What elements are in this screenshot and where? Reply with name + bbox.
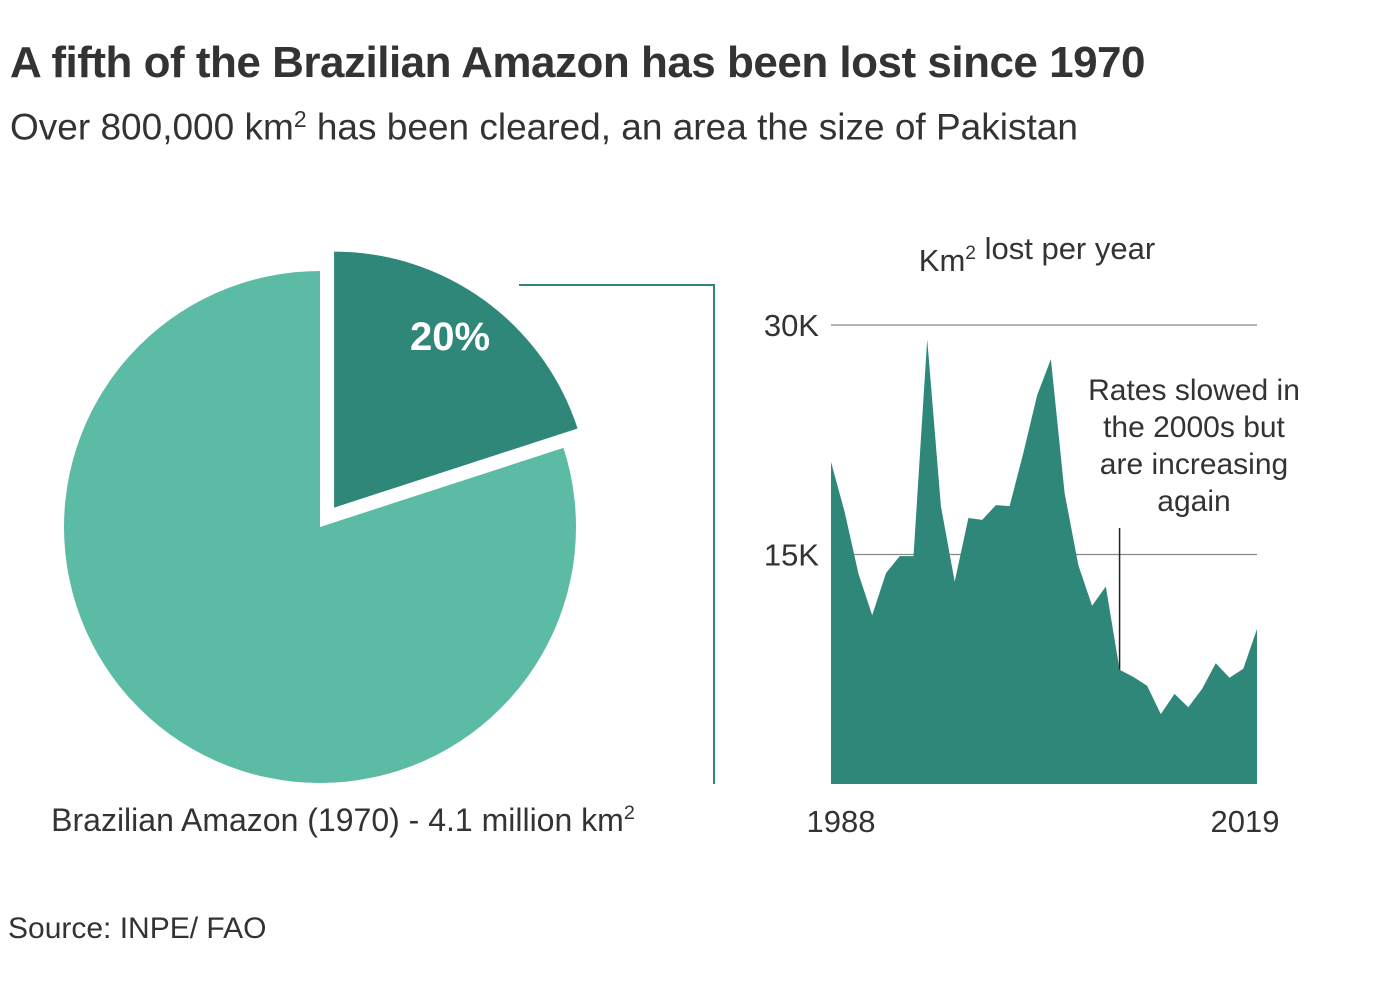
y-tick-label: 15K	[764, 538, 819, 573]
x-axis-ticks: 1988 2019	[807, 804, 1280, 839]
area-series-lost-per-year	[831, 339, 1257, 784]
area-chart: Km2 lost per year 15K 30K 1988 2019 Rates …	[764, 231, 1300, 839]
x-tick-label: 1988	[807, 804, 876, 839]
annotation-line-text: again	[1157, 485, 1230, 518]
pie-slice-label-lost: 20%	[410, 315, 490, 359]
chart-title: A fifth of the Brazilian Amazon has been…	[10, 38, 1146, 87]
pie-caption: Brazilian Amazon (1970) - 4.1 million km…	[51, 802, 635, 838]
area-chart-title: Km2 lost per year	[919, 231, 1155, 278]
annotation-line-text: are increasing	[1100, 448, 1288, 481]
chart-subtitle: Over 800,000 km2 has been cleared, an ar…	[10, 106, 1078, 148]
x-tick-label: 2019	[1211, 804, 1280, 839]
connector-bracket	[519, 284, 715, 784]
annotation-line-text: the 2000s but	[1103, 411, 1285, 444]
annotation-line-text: Rates slowed in	[1088, 374, 1300, 407]
pie-chart: 20% Brazilian Amazon (1970) - 4.1 millio…	[51, 251, 635, 838]
y-tick-label: 30K	[764, 308, 819, 343]
pie-slice-lost	[334, 251, 578, 508]
pie-slice-remaining	[63, 271, 577, 783]
source-note: Source: INPE/ FAO	[8, 912, 267, 945]
annotation-text: Rates slowed in the 2000s but are increasi…	[1088, 374, 1300, 518]
y-axis-ticks: 15K 30K	[764, 308, 819, 573]
